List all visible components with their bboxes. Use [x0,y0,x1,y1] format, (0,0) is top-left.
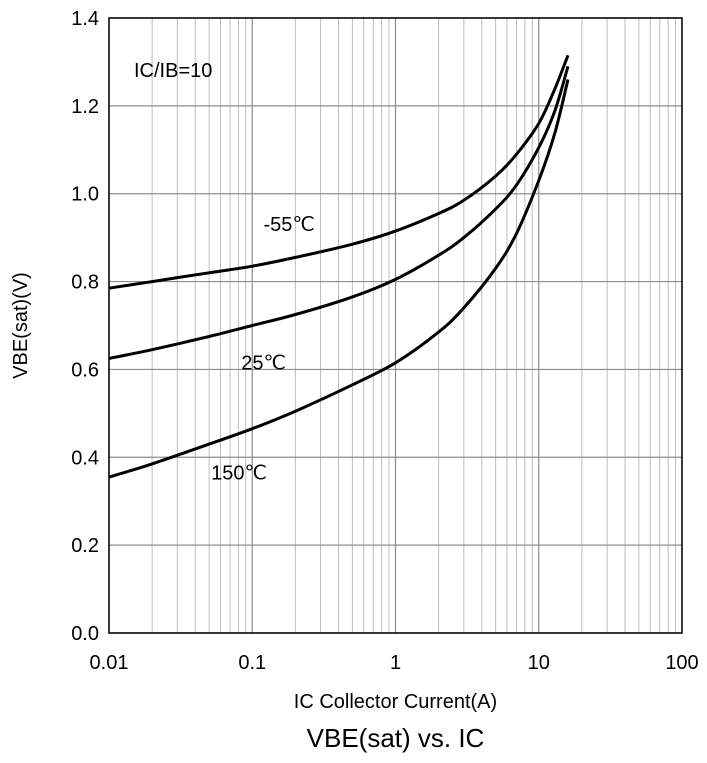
plot-frame [108,17,683,634]
series-lines [108,54,570,479]
series-line-150c [108,79,570,479]
x-tick-label: 0.1 [238,652,266,674]
chart-title: VBE(sat) vs. IC [307,723,485,753]
y-tick-label: 0.2 [71,535,99,557]
y-tick-label: 1.4 [71,8,99,30]
series-line-25c [108,65,570,360]
y-tick-label: 0.8 [71,272,99,294]
minor-grid [151,18,676,633]
series-label-minus55c: -55℃ [263,214,314,236]
y-axis-ticks: 0.0 0.2 0.4 0.6 0.8 1.0 1.2 1.4 [71,8,99,645]
x-tick-label: 100 [665,652,698,674]
y-tick-label: 0.4 [71,447,99,469]
x-axis-title: IC Collector Current(A) [294,691,497,713]
y-tick-label: 0.6 [71,359,99,381]
x-tick-label: 1 [390,652,401,674]
y-tick-label: 1.0 [71,184,99,206]
series-line-minus55c [108,54,570,290]
series-label-25c: 25℃ [241,352,286,374]
series-labels: -55℃ 25℃ 150℃ [211,214,315,484]
y-tick-label: 1.2 [71,96,99,118]
condition-label: IC/IB=10 [134,60,212,82]
x-tick-label: 0.01 [90,652,129,674]
y-tick-label: 0.0 [71,623,99,645]
x-axis-ticks: 0.01 0.1 1 10 100 [90,652,699,674]
y-axis-title: VBE(sat)(V) [10,272,32,379]
series-label-150c: 150℃ [211,462,267,484]
x-tick-label: 10 [528,652,550,674]
